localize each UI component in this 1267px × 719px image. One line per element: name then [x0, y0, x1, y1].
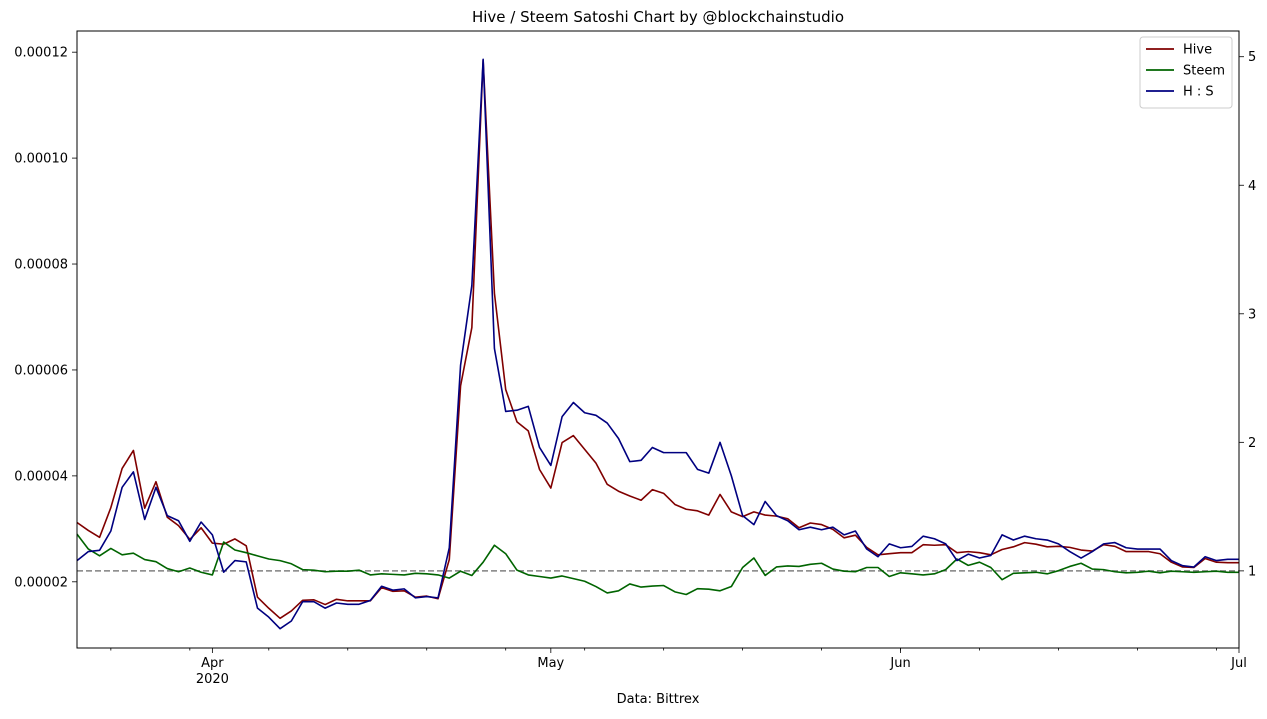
y-left-tick-label: 0.00008 — [14, 258, 68, 273]
series-group — [76, 58, 1239, 630]
legend-label: Steem — [1183, 64, 1225, 79]
y-left-tick-label: 0.00006 — [14, 363, 68, 378]
y-left-tick-label: 0.00002 — [14, 575, 68, 590]
y-right-tick-label: 5 — [1248, 50, 1256, 65]
y-right-tick-label: 2 — [1248, 436, 1256, 451]
legend-label: Hive — [1183, 43, 1212, 58]
series-line-h-s — [76, 58, 1239, 630]
y-left-tick-label: 0.00012 — [14, 46, 68, 61]
y-left-tick-label: 0.00004 — [14, 469, 68, 484]
x-tick-label: Apr — [201, 656, 224, 671]
y-right-tick-label: 3 — [1248, 307, 1256, 322]
legend-label: H : S — [1183, 85, 1214, 100]
x-tick-label: May — [537, 656, 564, 671]
y-left-tick-label: 0.00010 — [14, 152, 68, 167]
x-tick-sublabel: 2020 — [196, 672, 229, 687]
x-tick-label: Jun — [889, 656, 910, 671]
x-tick-label: Jul — [1230, 656, 1247, 671]
series-line-hive — [76, 59, 1239, 620]
legend: Hive Steem H : S — [1139, 36, 1233, 109]
y-axis-left: 0.00002 0.00004 0.00006 0.00008 0.00010 0.000… — [14, 46, 77, 590]
x-axis-label: Data: Bittrex — [617, 692, 700, 707]
y-right-tick-label: 1 — [1248, 564, 1256, 579]
series-line-steem — [76, 533, 1239, 596]
plot-frame — [76, 30, 1240, 649]
chart-title: Hive / Steem Satoshi Chart by @blockchai… — [472, 8, 844, 26]
y-right-tick-label: 4 — [1248, 179, 1256, 194]
y-axis-right: 1 2 3 4 5 — [1239, 50, 1256, 579]
